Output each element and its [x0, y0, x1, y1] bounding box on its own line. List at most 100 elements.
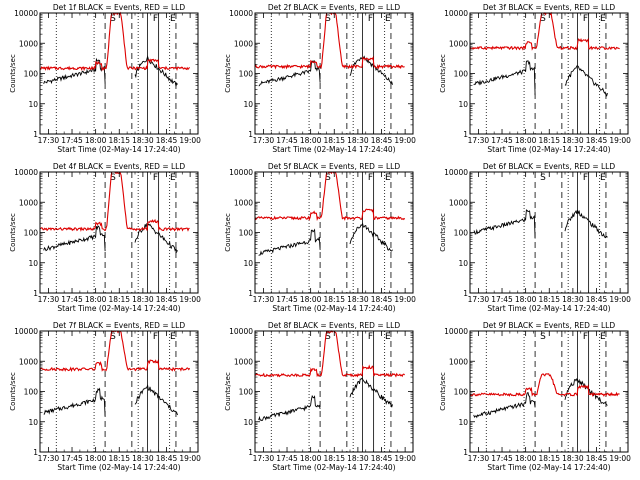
marker-s: S — [325, 332, 331, 342]
x-tick-label: 18:45 — [586, 295, 608, 304]
x-axis-label: Start Time (02-May-14 17:24:40) — [272, 463, 395, 472]
x-tick-label: 18:30 — [562, 136, 584, 145]
marker-s: S — [110, 173, 116, 183]
series-events-line — [43, 383, 178, 416]
x-tick-label: 18:30 — [347, 295, 369, 304]
y-tick-label: 10000 — [444, 168, 468, 177]
y-tick-label: 1 — [248, 289, 253, 298]
x-tick-label: 18:15 — [108, 295, 130, 304]
x-tick-label: 19:00 — [609, 454, 631, 463]
x-tick-label: 18:30 — [132, 136, 154, 145]
x-tick-label: 18:15 — [323, 295, 345, 304]
marker-f: F — [368, 14, 373, 24]
marker-s: S — [325, 173, 331, 183]
x-tick-label: 18:15 — [538, 136, 560, 145]
marker-f: F — [583, 332, 588, 342]
x-tick-label: 18:15 — [538, 295, 560, 304]
x-tick-label: 18:00 — [515, 454, 537, 463]
y-axis-label: Counts/sec — [224, 54, 232, 93]
y-tick-label: 1000 — [449, 39, 468, 48]
panel-det-6f: Det 6f BLACK = Events, RED = LLD S F E 1 10 10… — [439, 162, 631, 313]
y-tick-label: 100 — [454, 229, 469, 238]
x-tick-label: 18:00 — [85, 454, 107, 463]
panel-title: Det 6f BLACK = Events, RED = LLD — [483, 162, 616, 171]
series-lld-line — [40, 11, 191, 72]
y-tick-label: 1000 — [449, 357, 468, 366]
panel-det-1f: Det 1f BLACK = Events, RED = LLD S F E 1 10 10… — [9, 3, 201, 154]
x-tick-label: 17:30 — [253, 454, 275, 463]
x-tick-label: 18:00 — [300, 136, 322, 145]
y-tick-label: 100 — [24, 229, 39, 238]
x-axis-label: Start Time (02-May-14 17:24:40) — [57, 463, 180, 472]
marker-f: F — [583, 14, 588, 24]
y-tick-label: 10000 — [444, 9, 468, 18]
x-axis-label: Start Time (02-May-14 17:24:40) — [487, 304, 610, 313]
x-tick-label: 19:00 — [394, 454, 416, 463]
x-tick-label: 19:00 — [179, 295, 201, 304]
panel-det-4f: Det 4f BLACK = Events, RED = LLD S F E 1 10 10… — [9, 162, 201, 313]
x-tick-label: 19:00 — [179, 454, 201, 463]
panel-title: Det 3f BLACK = Events, RED = LLD — [483, 3, 616, 12]
y-tick-label: 10000 — [14, 327, 38, 336]
x-tick-label: 18:00 — [85, 136, 107, 145]
x-tick-label: 17:45 — [491, 454, 513, 463]
x-tick-label: 17:45 — [61, 136, 83, 145]
y-axis-label: Counts/sec — [224, 213, 232, 252]
x-tick-label: 17:30 — [38, 136, 60, 145]
x-tick-label: 17:45 — [61, 295, 83, 304]
x-tick-label: 17:30 — [468, 295, 490, 304]
y-tick-label: 1 — [463, 130, 468, 139]
y-tick-label: 10 — [458, 418, 468, 427]
x-tick-label: 18:30 — [562, 295, 584, 304]
marker-f: F — [368, 173, 373, 183]
x-tick-label: 17:45 — [276, 454, 298, 463]
panel-title: Det 1f BLACK = Events, RED = LLD — [53, 3, 186, 12]
marker-e: E — [385, 14, 391, 24]
x-tick-label: 18:15 — [538, 454, 560, 463]
y-axis-label: Counts/sec — [439, 372, 447, 411]
panel-title: Det 8f BLACK = Events, RED = LLD — [268, 321, 401, 330]
x-axis-label: Start Time (02-May-14 17:24:40) — [272, 145, 395, 154]
x-tick-label: 17:45 — [61, 454, 83, 463]
y-tick-label: 10 — [458, 100, 468, 109]
panel-det-3f: Det 3f BLACK = Events, RED = LLD S F E 1 10 10… — [439, 3, 631, 154]
x-tick-label: 18:00 — [85, 295, 107, 304]
marker-f: F — [583, 173, 588, 183]
y-tick-label: 1 — [463, 289, 468, 298]
marker-s: S — [540, 332, 546, 342]
y-tick-label: 100 — [239, 229, 254, 238]
x-tick-label: 19:00 — [609, 295, 631, 304]
marker-s: S — [325, 14, 331, 24]
y-axis-label: Counts/sec — [9, 54, 17, 93]
series-events-line — [473, 209, 608, 239]
marker-s: S — [540, 173, 546, 183]
x-tick-label: 18:00 — [515, 295, 537, 304]
y-tick-label: 100 — [24, 388, 39, 397]
x-axis-label: Start Time (02-May-14 17:24:40) — [57, 304, 180, 313]
series-events-line — [258, 55, 393, 87]
x-tick-label: 17:45 — [491, 136, 513, 145]
x-tick-label: 18:30 — [347, 136, 369, 145]
x-tick-label: 18:45 — [156, 295, 178, 304]
marker-f: F — [153, 173, 158, 183]
panel-title: Det 5f BLACK = Events, RED = LLD — [268, 162, 401, 171]
y-tick-label: 1000 — [19, 39, 38, 48]
y-tick-label: 1000 — [19, 357, 38, 366]
panel-det-5f: Det 5f BLACK = Events, RED = LLD S F E 1 10 10… — [224, 162, 416, 313]
marker-s: S — [110, 14, 116, 24]
x-tick-label: 18:45 — [156, 136, 178, 145]
panel-title: Det 7f BLACK = Events, RED = LLD — [53, 321, 186, 330]
x-tick-label: 18:45 — [371, 136, 393, 145]
marker-e: E — [600, 14, 606, 24]
x-axis-label: Start Time (02-May-14 17:24:40) — [487, 145, 610, 154]
x-tick-label: 18:00 — [300, 454, 322, 463]
x-tick-label: 17:30 — [38, 454, 60, 463]
y-tick-label: 10 — [28, 259, 38, 268]
y-axis-label: Counts/sec — [224, 372, 232, 411]
y-tick-label: 10 — [28, 418, 38, 427]
marker-f: F — [153, 332, 158, 342]
x-tick-label: 17:30 — [253, 295, 275, 304]
series-events-line — [43, 222, 178, 254]
y-tick-label: 100 — [24, 70, 39, 79]
y-tick-label: 1000 — [19, 198, 38, 207]
